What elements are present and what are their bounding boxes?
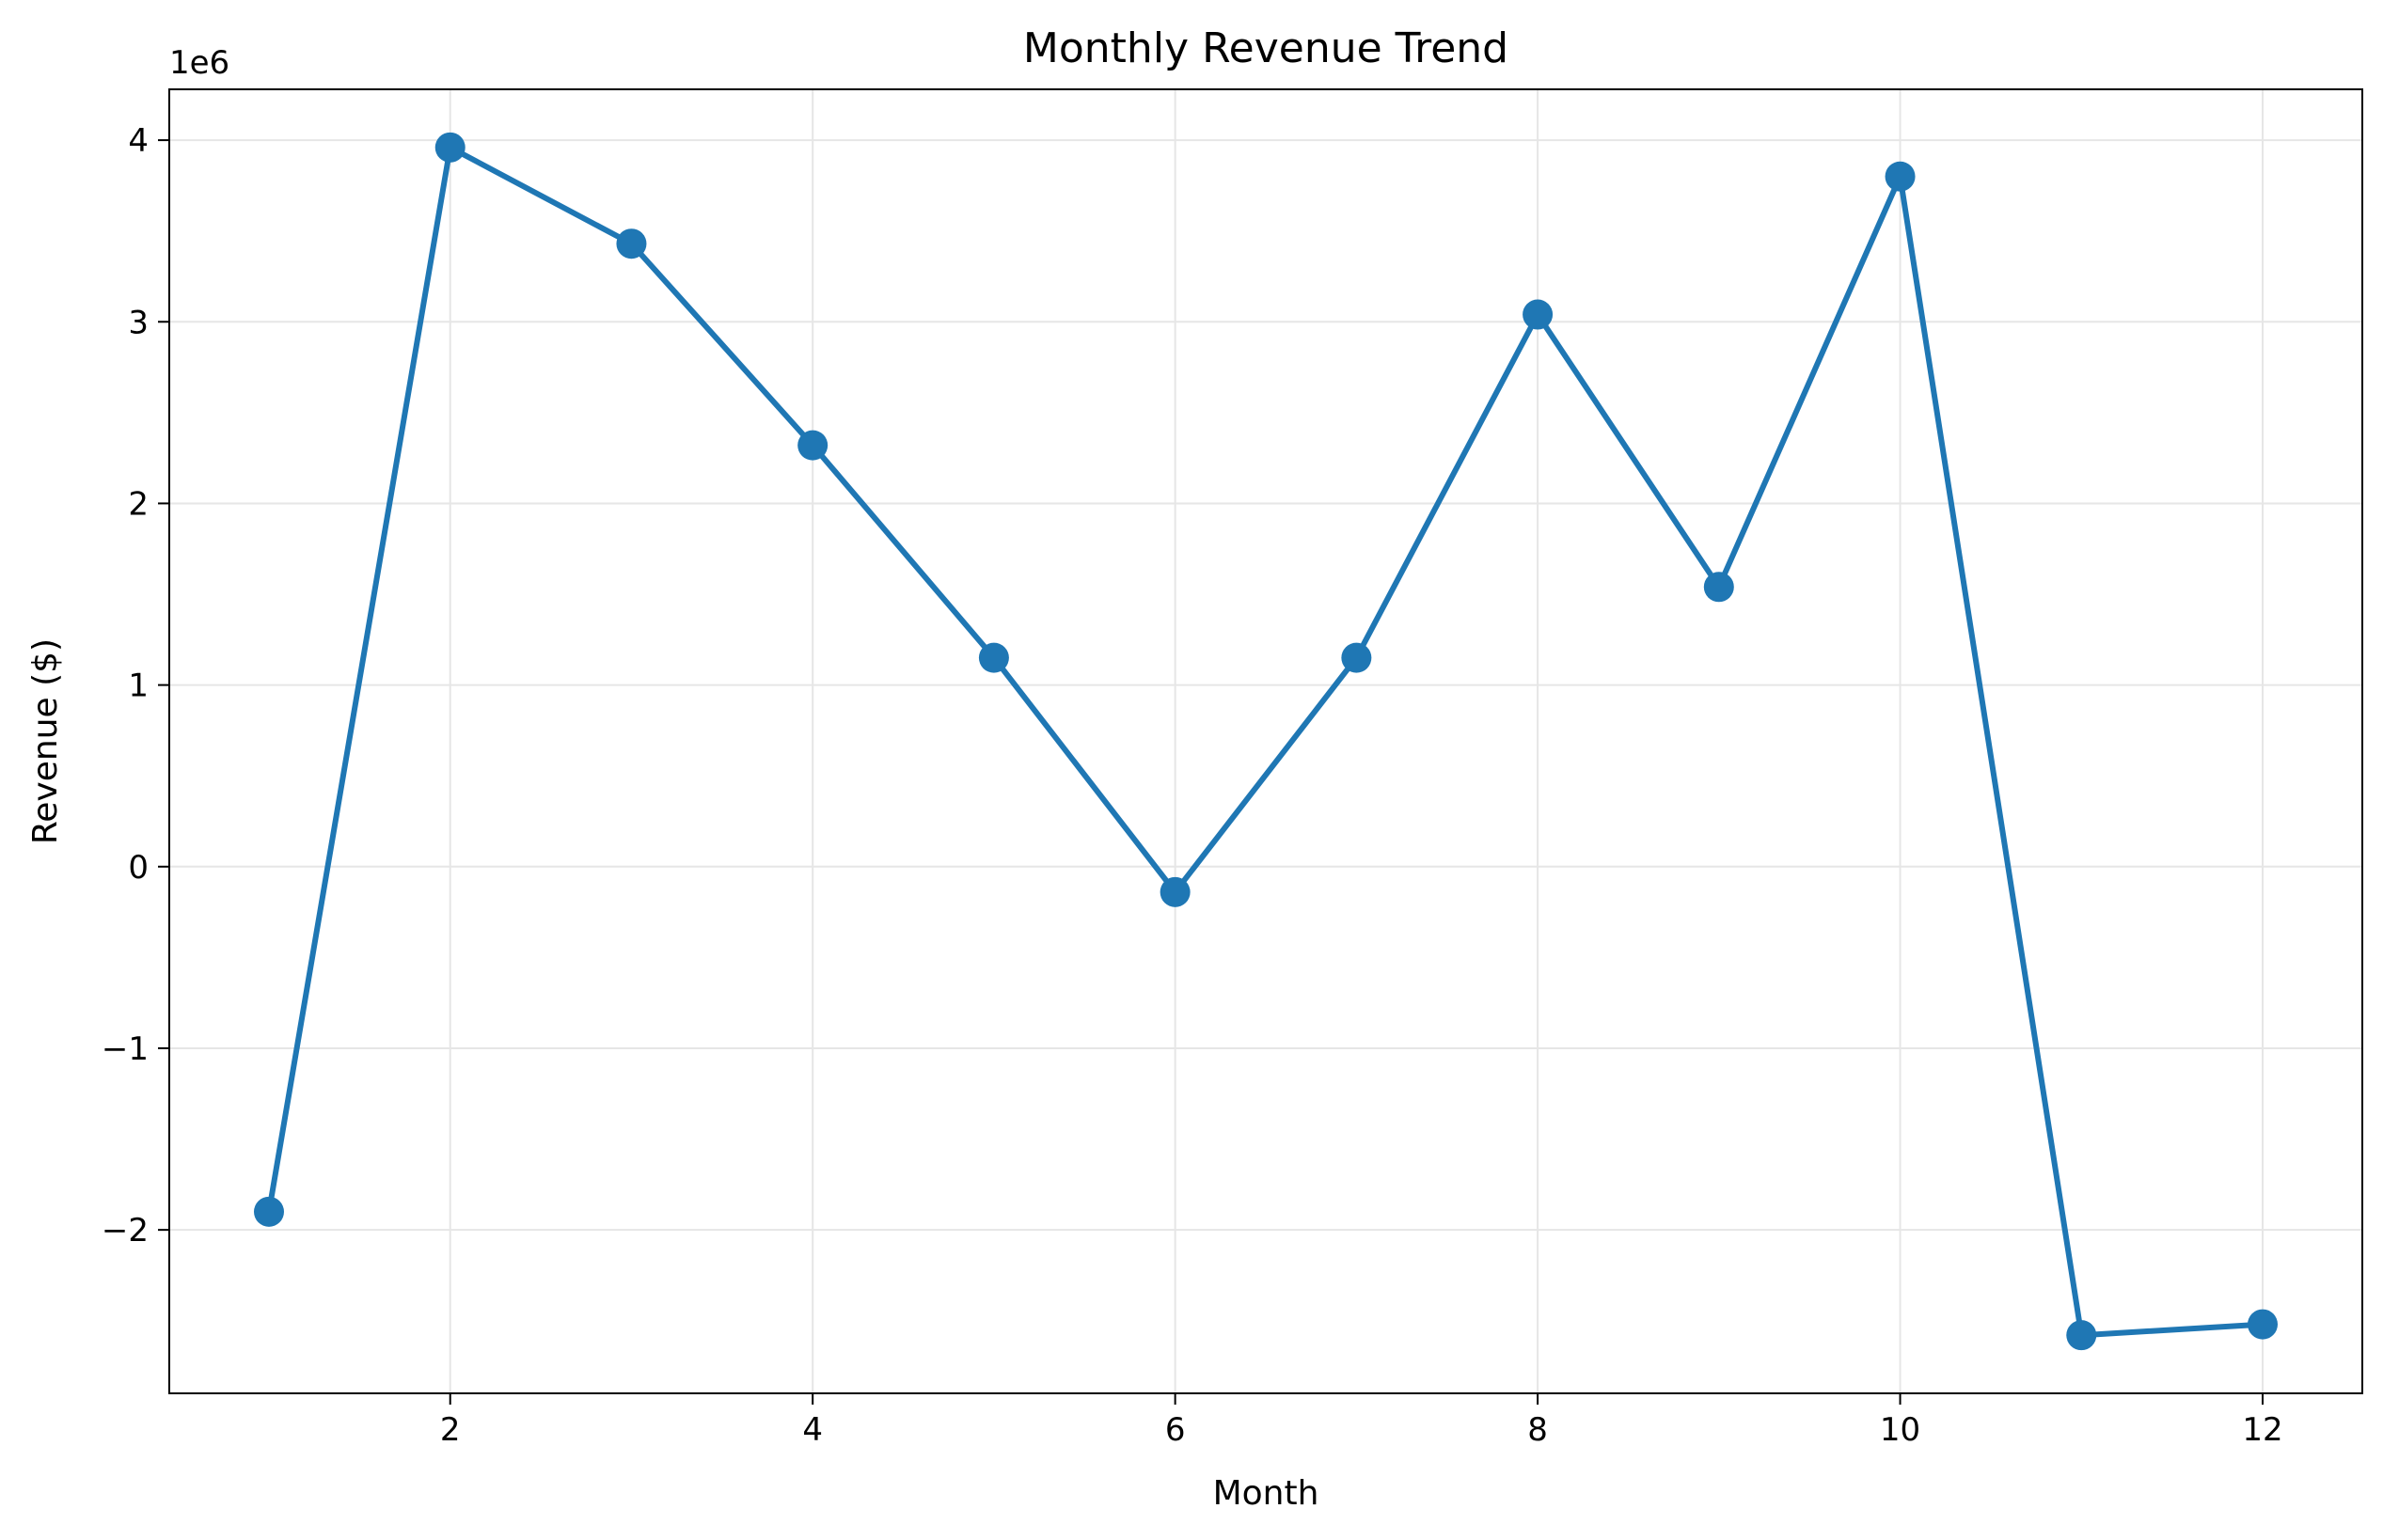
x-tick-label: 6 (1165, 1411, 1186, 1449)
y-tick-label: 1 (128, 668, 149, 705)
x-tick-label: 10 (1880, 1411, 1920, 1449)
data-point (1703, 572, 1734, 603)
y-tick-label: −2 (102, 1212, 149, 1249)
x-tick-label: 8 (1527, 1411, 1548, 1449)
x-tick-label: 4 (802, 1411, 823, 1449)
grid (169, 89, 2362, 1393)
data-point (978, 642, 1009, 673)
y-axis-title: Revenue ($) (26, 638, 65, 844)
data-point (1523, 299, 1554, 330)
chart-title: Monthly Revenue Trend (1023, 24, 1508, 72)
data-point (616, 228, 647, 259)
y-tick-label: 0 (128, 849, 149, 887)
y-axis-offset-label: 1e6 (169, 44, 229, 82)
x-tick-label: 12 (2242, 1411, 2282, 1449)
y-tick-label: −1 (102, 1030, 149, 1068)
y-tick-label: 3 (128, 304, 149, 341)
data-point (1885, 161, 1916, 192)
data-point (254, 1196, 284, 1227)
data-point (1160, 876, 1191, 907)
series-line (266, 144, 2264, 1339)
y-tick-label: 4 (128, 122, 149, 160)
y-tick-label: 2 (128, 485, 149, 523)
data-point (2066, 1320, 2097, 1351)
data-point (2248, 1309, 2278, 1340)
x-axis: 2 4 6 8 10 12 (440, 1393, 2283, 1449)
y-axis: −2 −1 0 1 2 3 4 (102, 122, 169, 1249)
data-point (434, 132, 466, 163)
x-tick-label: 2 (440, 1411, 461, 1449)
plot-frame (168, 88, 2363, 1394)
series-layer (254, 132, 2278, 1351)
data-point (1341, 642, 1372, 673)
data-point (797, 430, 829, 461)
x-axis-title: Month (1213, 1474, 1319, 1513)
